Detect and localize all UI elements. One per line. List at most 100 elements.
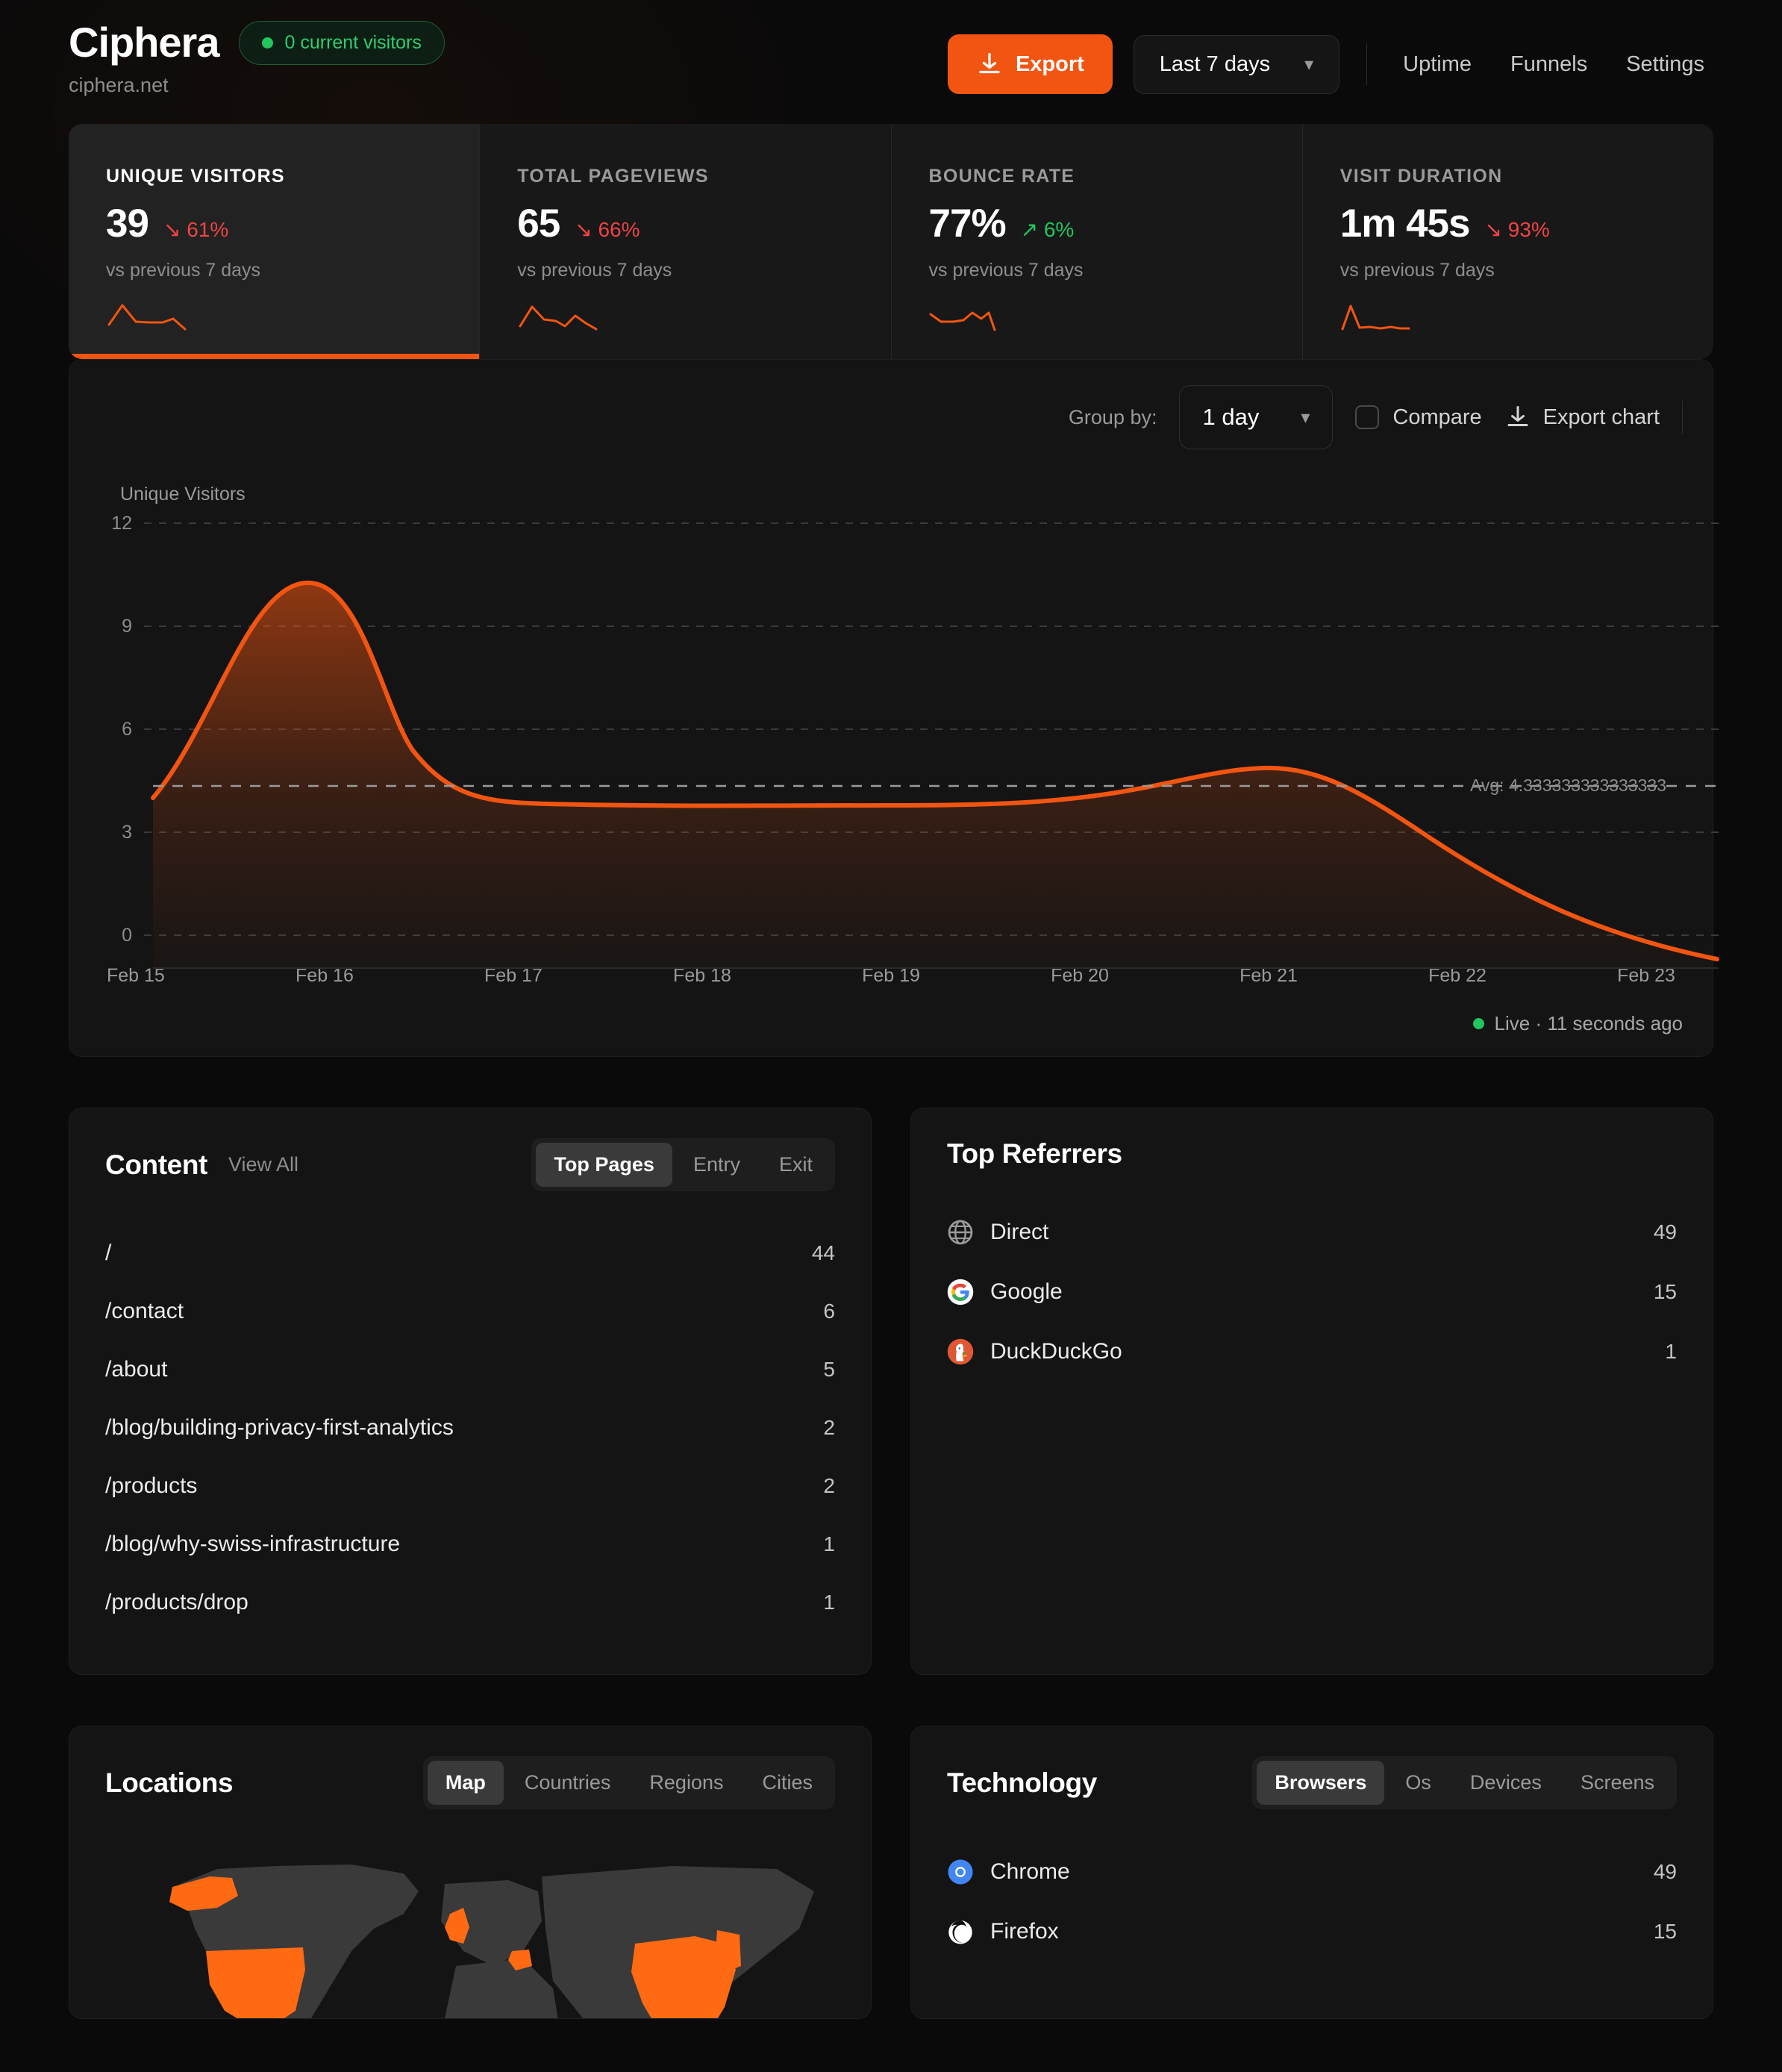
- svg-text:12: 12: [111, 513, 132, 534]
- list-item[interactable]: Chrome 49: [947, 1842, 1677, 1902]
- referrers-panel: Top Referrers Direct 49: [910, 1108, 1713, 1675]
- world-map-svg: [169, 1865, 814, 2018]
- locations-technology-row: Locations Map Countries Regions Cities: [69, 1726, 1713, 2019]
- page-path: /blog/building-privacy-first-analytics: [105, 1415, 454, 1440]
- page-count: 1: [823, 1532, 835, 1555]
- referrer-name: Google: [990, 1279, 1063, 1304]
- list-item[interactable]: /blog/why-swiss-infrastructure 1: [105, 1515, 835, 1573]
- tab-top-pages[interactable]: Top Pages: [536, 1143, 672, 1187]
- site-domain: ciphera.net: [69, 74, 169, 96]
- highlighted-countries: [169, 1876, 741, 2018]
- metric-card-visit-duration[interactable]: VISIT DURATION 1m 45s ↘ 93% vs previous …: [1301, 124, 1713, 359]
- page-count: 2: [823, 1416, 835, 1439]
- chevron-down-icon: ▾: [1301, 407, 1310, 428]
- list-item[interactable]: /products 2: [105, 1457, 835, 1515]
- list-item[interactable]: /about 5: [105, 1341, 835, 1399]
- tab-exit[interactable]: Exit: [778, 1153, 813, 1176]
- world-map[interactable]: [105, 1839, 835, 2018]
- nav-link-funnels[interactable]: Funnels: [1510, 52, 1588, 76]
- green-dot-icon: [261, 37, 273, 49]
- sparkline-chart: [1341, 305, 1410, 331]
- compare-toggle[interactable]: Compare: [1355, 405, 1482, 430]
- list-item[interactable]: Google 15: [947, 1262, 1677, 1322]
- page-path: /about: [105, 1357, 168, 1382]
- page-title: Ciphera: [69, 19, 219, 66]
- page-path: /: [105, 1241, 112, 1265]
- export-chart-label: Export chart: [1542, 405, 1660, 429]
- trend-down-icon: ↘: [163, 218, 181, 241]
- list-item[interactable]: / 44: [105, 1224, 835, 1282]
- page-path: /blog/why-swiss-infrastructure: [105, 1532, 401, 1556]
- group-by-select[interactable]: 1 day ▾: [1179, 385, 1334, 449]
- page-path: /products/drop: [105, 1590, 248, 1614]
- tab-entry[interactable]: Entry: [693, 1153, 740, 1176]
- content-title: Content: [105, 1149, 207, 1180]
- globe-icon: [948, 1220, 973, 1245]
- metric-delta: ↘ 66%: [575, 218, 640, 241]
- average-label: Avg: 4.333333333333333: [1469, 776, 1666, 795]
- sparkline-chart: [519, 305, 598, 331]
- list-item[interactable]: /blog/building-privacy-first-analytics 2: [105, 1399, 835, 1457]
- list-item[interactable]: Direct 49: [947, 1202, 1677, 1262]
- tab-countries[interactable]: Countries: [524, 1771, 611, 1794]
- list-item[interactable]: DuckDuckGo 1: [947, 1322, 1677, 1382]
- tab-os[interactable]: Os: [1405, 1771, 1431, 1794]
- current-visitors-badge[interactable]: 0 current visitors: [238, 21, 445, 65]
- metric-card-unique-visitors[interactable]: UNIQUE VISITORS 39 ↘ 61% vs previous 7 d…: [69, 124, 480, 359]
- group-by-label: Group by:: [1068, 405, 1157, 428]
- referrer-name: Direct: [990, 1220, 1049, 1244]
- referrer-rows: Direct 49 Google: [947, 1202, 1677, 1382]
- list-item[interactable]: Firefox 15: [947, 1902, 1677, 1962]
- compare-label: Compare: [1392, 405, 1482, 429]
- compare-checkbox[interactable]: [1355, 405, 1380, 429]
- svg-text:0: 0: [122, 925, 132, 946]
- content-panel: Content View All Top Pages Entry Exit / …: [69, 1108, 872, 1675]
- export-button-label: Export: [1015, 52, 1084, 76]
- tab-devices[interactable]: Devices: [1469, 1771, 1542, 1794]
- metric-value: 39: [106, 202, 149, 246]
- browser-name: Chrome: [990, 1859, 1070, 1884]
- tab-browsers[interactable]: Browsers: [1257, 1761, 1385, 1805]
- tab-map[interactable]: Map: [427, 1761, 504, 1805]
- download-icon: [979, 52, 1000, 74]
- page-count: 1: [823, 1591, 835, 1614]
- chart-line: [151, 580, 1719, 961]
- main-chart-panel: Group by: 1 day ▾ Compare Export chart U…: [69, 359, 1719, 1057]
- metric-label: UNIQUE VISITORS: [106, 166, 285, 187]
- content-referrers-row: Content View All Top Pages Entry Exit / …: [69, 1108, 1713, 1675]
- nav-link-uptime[interactable]: Uptime: [1403, 52, 1472, 76]
- export-button[interactable]: Export: [947, 34, 1113, 94]
- metric-card-bounce-rate[interactable]: BOUNCE RATE 77% ↗ 6% vs previous 7 days: [890, 124, 1302, 359]
- referrer-count: 1: [1665, 1340, 1677, 1363]
- svg-text:6: 6: [122, 719, 132, 740]
- metric-label: BOUNCE RATE: [928, 166, 1075, 187]
- chart-controls: Group by: 1 day ▾ Compare Export chart: [99, 385, 1683, 449]
- locations-title: Locations: [105, 1767, 234, 1798]
- tab-regions[interactable]: Regions: [649, 1771, 724, 1794]
- technology-panel: Technology Browsers Os Devices Screens: [910, 1726, 1713, 2019]
- metric-comparison: vs previous 7 days: [106, 260, 261, 281]
- list-item[interactable]: /products/drop 1: [105, 1573, 835, 1632]
- current-visitors-label: 0 current visitors: [284, 32, 422, 53]
- list-item[interactable]: /contact 6: [105, 1282, 835, 1341]
- chart-plot-area[interactable]: 12 9 6 3 0 Avg: 4.333333333333333: [99, 513, 1719, 969]
- tab-screens[interactable]: Screens: [1580, 1771, 1654, 1794]
- metric-card-total-pageviews[interactable]: TOTAL PAGEVIEWS 65 ↘ 66% vs previous 7 d…: [479, 124, 890, 359]
- live-status-label: Live · 11 seconds ago: [1494, 1012, 1683, 1035]
- metric-value: 77%: [928, 202, 1007, 246]
- metric-delta: ↗ 6%: [1020, 218, 1075, 241]
- metric-label: VISIT DURATION: [1339, 166, 1503, 187]
- date-range-select[interactable]: Last 7 days ▾: [1133, 34, 1340, 94]
- view-all-link[interactable]: View All: [228, 1153, 299, 1176]
- export-chart-button[interactable]: Export chart: [1504, 404, 1660, 431]
- page-count: 44: [811, 1241, 835, 1264]
- browser-count: 49: [1653, 1860, 1677, 1883]
- nav-link-settings[interactable]: Settings: [1626, 52, 1704, 76]
- firefox-icon: [948, 1920, 972, 1944]
- metric-delta: ↘ 61%: [163, 218, 229, 241]
- chart-axis-title: Unique Visitors: [120, 484, 246, 505]
- technology-title: Technology: [947, 1767, 1097, 1798]
- technology-tabs: Browsers Os Devices Screens: [1252, 1756, 1677, 1809]
- green-dot-icon: [1472, 1018, 1484, 1029]
- tab-cities[interactable]: Cities: [762, 1771, 813, 1794]
